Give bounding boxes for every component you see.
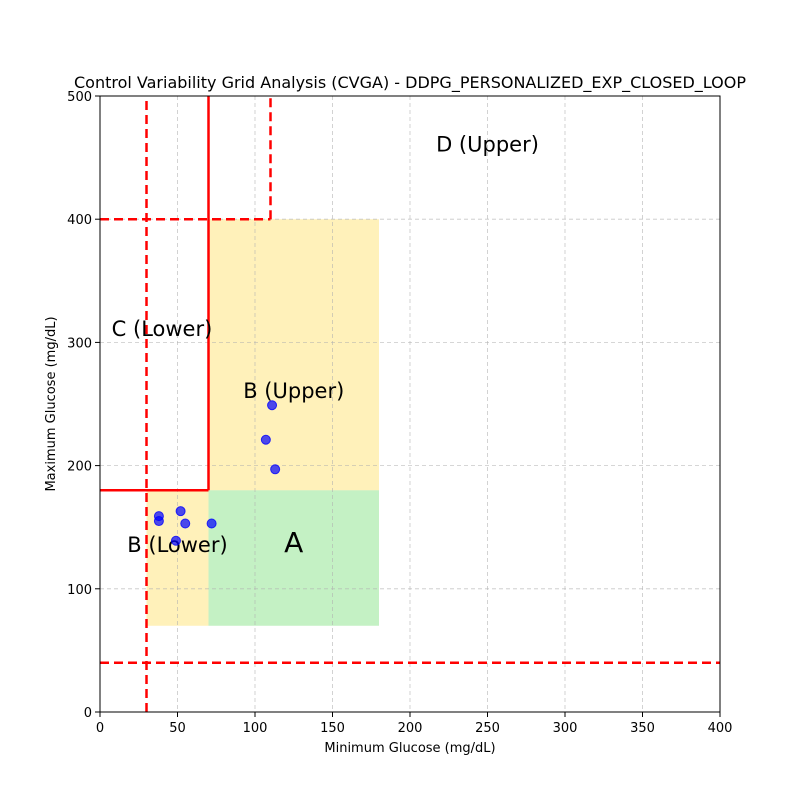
y-axis-label: Maximum Glucose (mg/dL) (44, 316, 59, 491)
y-tick-label: 500 (67, 90, 92, 105)
y-tick-label: 200 (67, 460, 92, 475)
x-tick-label: 100 (243, 721, 268, 736)
chart-title: Control Variability Grid Analysis (CVGA)… (74, 73, 746, 93)
data-points (153, 400, 281, 546)
y-tick-label: 400 (67, 213, 92, 228)
y-tick-label: 0 (84, 706, 92, 721)
x-tick-label: 350 (630, 721, 655, 736)
x-tick-label: 200 (398, 721, 423, 736)
x-tick-label: 150 (320, 721, 345, 736)
zone-label: D (Upper) (436, 132, 539, 156)
x-tick-label: 300 (553, 721, 578, 736)
zone-region-2 (208, 219, 379, 491)
data-point (153, 516, 164, 527)
zone-label: C (Lower) (112, 317, 213, 341)
x-axis-label: Minimum Glucose (mg/dL) (324, 741, 495, 756)
y-tick-label: 100 (67, 583, 92, 598)
y-tick-label: 300 (67, 336, 92, 351)
x-tick-label: 0 (96, 721, 104, 736)
x-tick-label: 50 (169, 721, 186, 736)
data-point (270, 464, 281, 475)
data-point (180, 518, 191, 529)
data-point (260, 434, 271, 445)
data-point (170, 535, 181, 546)
data-point (267, 400, 278, 411)
axis-ticks: 0 50 100 150 200 250 300 350 400 0 100 200 300 400 500 (67, 90, 732, 736)
zone-label: B (Upper) (243, 379, 344, 403)
zone-boundaries (100, 96, 720, 712)
data-point (206, 518, 217, 529)
data-point (175, 506, 186, 517)
x-tick-label: 250 (475, 721, 500, 736)
zone-region-1 (208, 490, 379, 626)
zone-regions (146, 219, 379, 626)
x-tick-label: 400 (708, 721, 733, 736)
zone-labels: D (Upper)C (Lower)B (Upper)B (Lower) A (112, 132, 539, 558)
zone-label: A (284, 526, 303, 559)
